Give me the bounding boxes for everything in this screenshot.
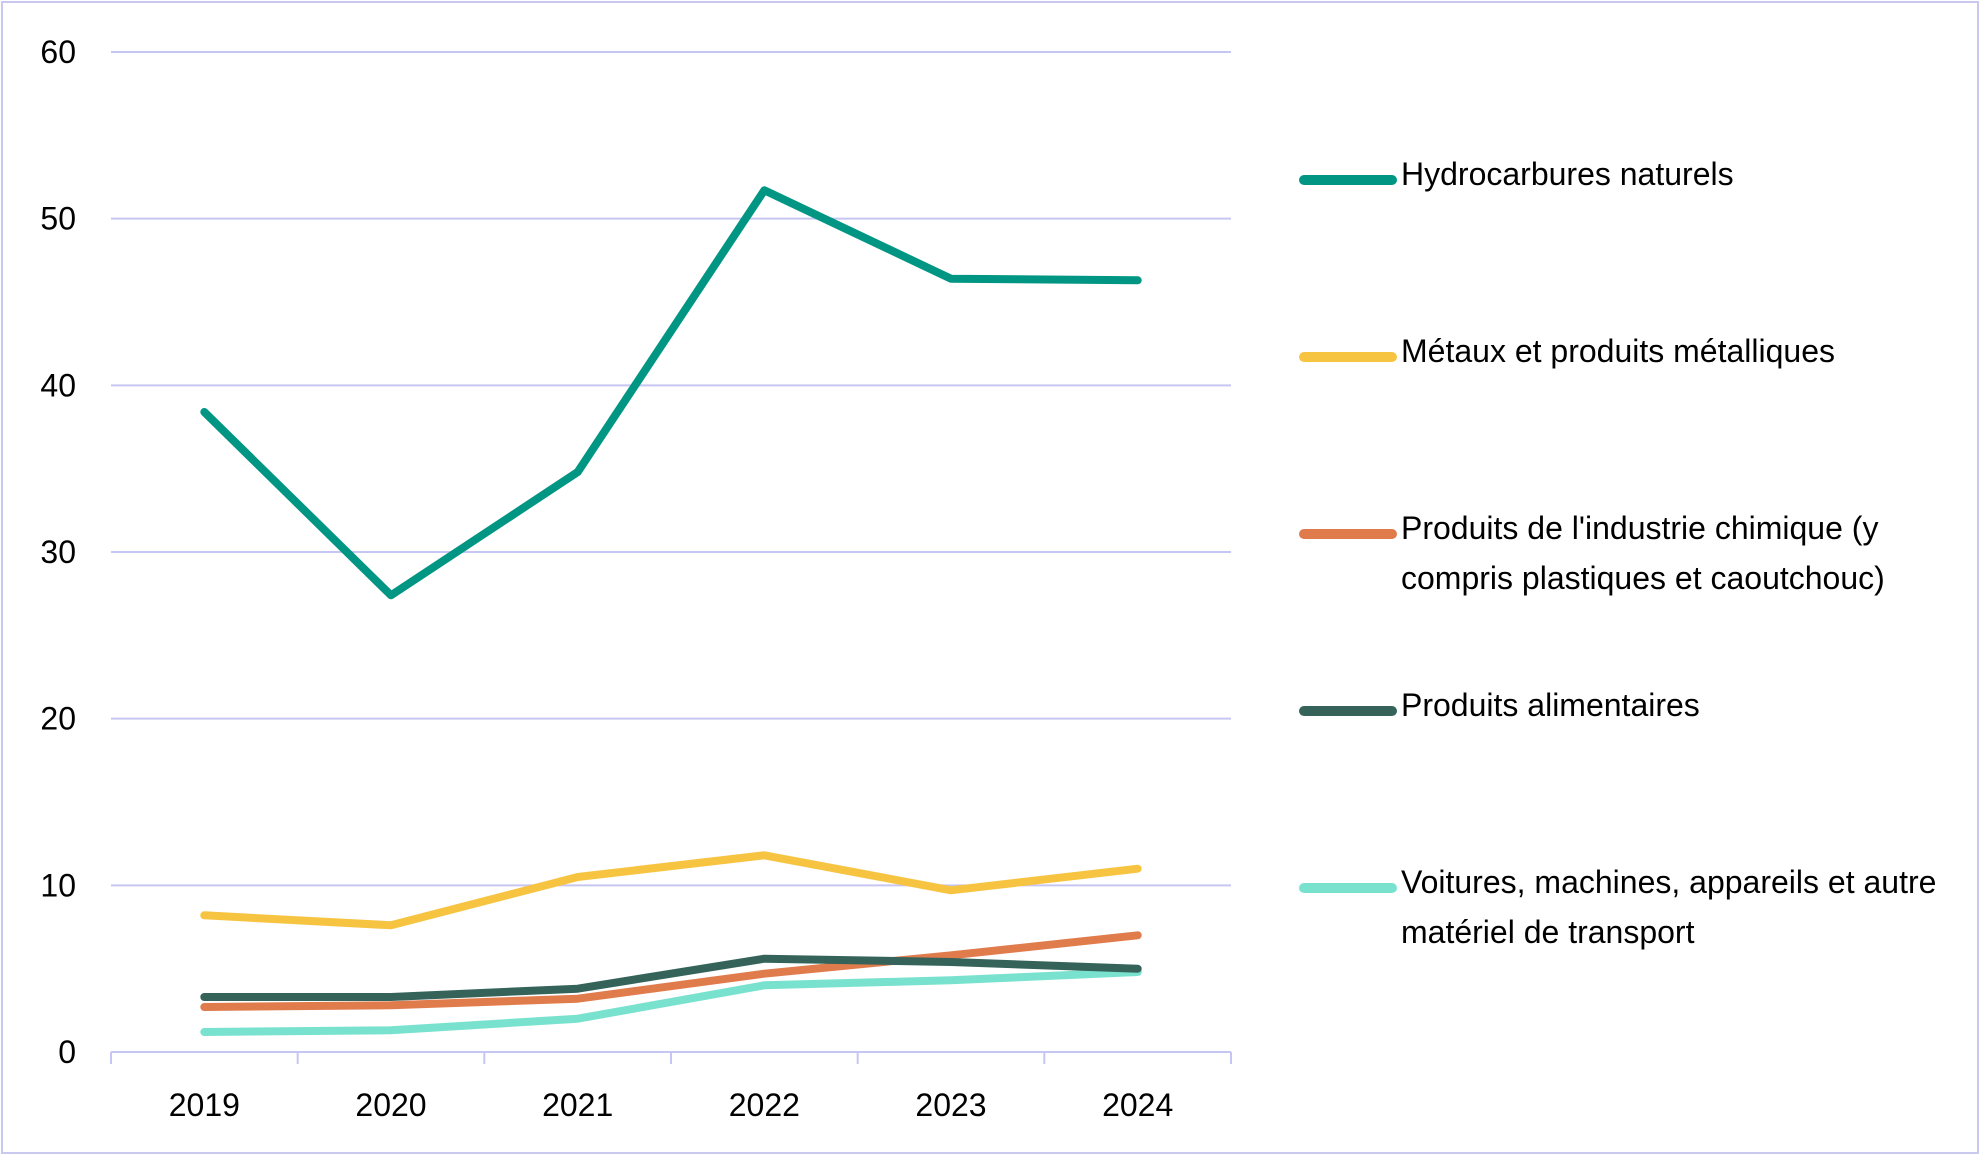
x-axis: 2019 2020 2021 2022 2023 2024 [110,1051,1232,1123]
legend-item-voitures: Voitures, machines, appareils et autre m… [1299,864,1961,957]
y-tick-label: 0 [58,1034,76,1070]
legend-label: Métaux et produits métalliques [1401,333,1835,369]
x-tick-label: 2022 [729,1087,800,1123]
legend-label: Produits de l'industrie chimique (y comp… [1401,510,1885,596]
y-tick-label: 50 [40,201,76,237]
y-tick-label: 30 [40,534,76,570]
series-line-2 [200,931,1142,1011]
x-tick-label: 2019 [169,1087,240,1123]
legend-item-chimie: Produits de l'industrie chimique (y comp… [1299,510,1961,603]
gridlines [111,51,1231,887]
legend-label: Voitures, machines, appareils et autre m… [1401,864,1937,950]
x-tick-label: 2024 [1102,1087,1173,1123]
line-chart: 0 10 20 30 40 50 60 2019 2020 2021 2022 2023 2024 [40,34,1232,1123]
x-tick-label: 2020 [355,1087,426,1123]
legend-swatch-icon [1299,706,1397,716]
y-tick-label: 10 [40,867,76,903]
series-line-1 [200,851,1142,930]
legend-label: Hydrocarbures naturels [1401,156,1734,192]
legend-item-hydrocarbures: Hydrocarbures naturels [1299,156,1961,199]
x-tick-label: 2021 [542,1087,613,1123]
series-lines [200,186,1142,1036]
legend-swatch-icon [1299,352,1397,362]
legend-label: Produits alimentaires [1401,687,1700,723]
legend-item-metaux: Métaux et produits métalliques [1299,333,1961,376]
legend-swatch-icon [1299,175,1397,185]
legend-swatch-icon [1299,529,1397,539]
legend-item-alimentaires: Produits alimentaires [1299,687,1961,730]
y-tick-label: 40 [40,367,76,403]
x-tick-label: 2023 [915,1087,986,1123]
y-tick-label: 20 [40,701,76,737]
y-tick-label: 60 [40,34,76,70]
series-line-3 [200,954,1142,1001]
series-line-4 [200,968,1142,1036]
y-axis: 0 10 20 30 40 50 60 [40,34,76,1070]
legend-swatch-icon [1299,883,1397,893]
series-line-0 [200,186,1142,600]
